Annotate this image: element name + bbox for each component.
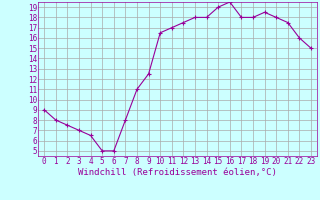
- X-axis label: Windchill (Refroidissement éolien,°C): Windchill (Refroidissement éolien,°C): [78, 168, 277, 177]
